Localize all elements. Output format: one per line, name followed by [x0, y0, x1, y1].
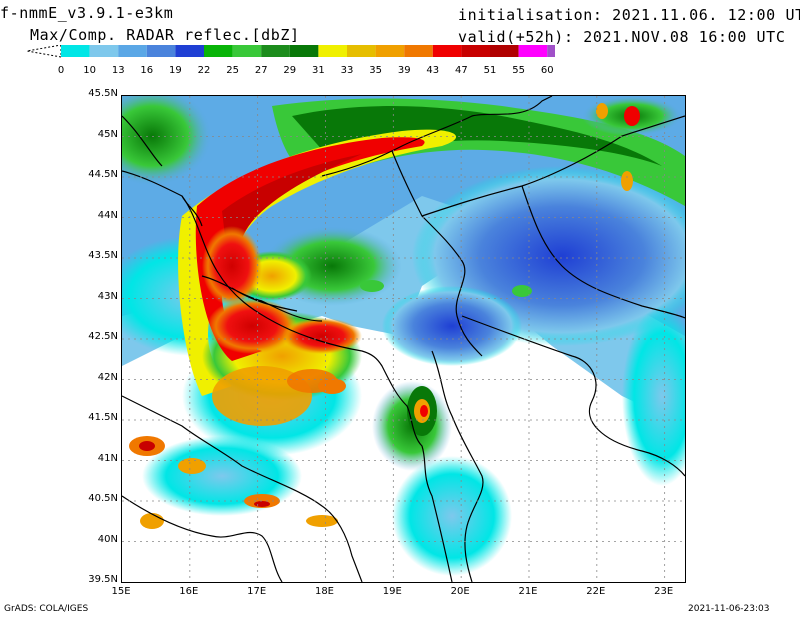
credit-label: GrADS: COLA/IGES [4, 604, 89, 614]
map-canvas [122, 96, 685, 582]
colorbar-swatch [375, 45, 405, 57]
colorbar-tick-label: 19 [169, 65, 182, 75]
latitude-label: 43N [97, 290, 118, 302]
colorbar-tick-label: 60 [541, 65, 554, 75]
radar-map [121, 95, 686, 583]
colorbar-swatch [89, 45, 119, 57]
model-title: f-nmmE_v3.9.1-e3km [0, 4, 174, 22]
latitude-label: 42N [97, 371, 118, 383]
timestamp-label: 2021-11-06-23:03 [688, 604, 770, 614]
colorbar-swatch [146, 45, 176, 57]
initialisation-time: initialisation: 2021.11.06. 12:00 UTC [458, 6, 800, 24]
colorbar-tick-label: 51 [484, 65, 497, 75]
longitude-label: 15E [111, 586, 131, 597]
colorbar-swatch [432, 45, 462, 57]
product-title: Max/Comp. RADAR reflec.[dbZ] [30, 26, 300, 44]
coastlines-and-borders [122, 96, 685, 582]
colorbar-swatch [289, 45, 319, 57]
colorbar-tick-label: 25 [226, 65, 239, 75]
color-scale-legend: 0 10 13 16 19 22 25 27 29 31 33 35 39 43 47 51 55 60 [26, 45, 555, 75]
latitude-label: 40N [97, 533, 118, 545]
longitude-label: 21E [518, 586, 538, 597]
latitude-label: 39.5N [88, 574, 118, 585]
latitude-label: 41N [97, 452, 118, 464]
colorbar-tick-label: 33 [341, 65, 354, 75]
colorbar-tick-label: 10 [83, 65, 96, 75]
colorbar-tick-label: 0 [58, 65, 64, 75]
colorbar-under-arrow [26, 45, 62, 58]
longitude-label: 23E [654, 586, 674, 597]
colorbar-swatch [318, 45, 347, 57]
longitude-label: 16E [179, 586, 199, 597]
colorbar-swatch [204, 45, 233, 57]
colorbar-tick-label: 47 [455, 65, 468, 75]
longitude-label: 19E [382, 586, 402, 597]
colorbar-swatch [347, 45, 376, 57]
colorbar-swatch [404, 45, 433, 57]
latitude-label: 43.5N [88, 250, 118, 261]
colorbar-swatch [232, 45, 262, 57]
colorbar-swatch [261, 45, 290, 57]
valid-time: valid(+52h): 2021.NOV.08 16:00 UTC [458, 28, 786, 46]
colorbar-swatch [547, 45, 555, 57]
longitude-label: 18E [314, 586, 335, 597]
latitude-label: 45N [97, 128, 118, 140]
colorbar-swatch [490, 45, 519, 57]
colorbar-swatch [118, 45, 147, 57]
latitude-label: 40.5N [88, 493, 118, 504]
colorbar-swatch [61, 45, 90, 57]
latitude-label: 44.5N [88, 169, 118, 180]
lat-lon-grid [122, 96, 685, 582]
colorbar-swatch [518, 45, 548, 57]
longitude-label: 22E [586, 586, 606, 597]
radar-echo-red-core [195, 137, 425, 361]
colorbar-tick-label: 31 [312, 65, 325, 75]
latitude-label: 44N [97, 209, 118, 221]
colorbar-swatch [175, 45, 204, 57]
colorbar-tick-label: 22 [198, 65, 211, 75]
colorbar-tick-label: 27 [255, 65, 268, 75]
colorbar-tick-label: 55 [512, 65, 525, 75]
colorbar-tick-label: 29 [283, 65, 296, 75]
colorbar-tick-label: 43 [426, 65, 439, 75]
latitude-label: 42.5N [88, 331, 118, 342]
radar-echo-cells [129, 103, 640, 529]
latitude-label: 41.5N [88, 412, 118, 423]
colorbar-tick-label: 13 [112, 65, 125, 75]
colorbar-swatch [461, 45, 490, 57]
colorbar-tick-label: 39 [398, 65, 411, 75]
latitude-label: 45.5N [88, 88, 118, 99]
longitude-label: 17E [247, 586, 267, 597]
colorbar-tick-label: 16 [140, 65, 153, 75]
colorbar-tick-label: 35 [369, 65, 382, 75]
longitude-label: 20E [450, 586, 470, 597]
